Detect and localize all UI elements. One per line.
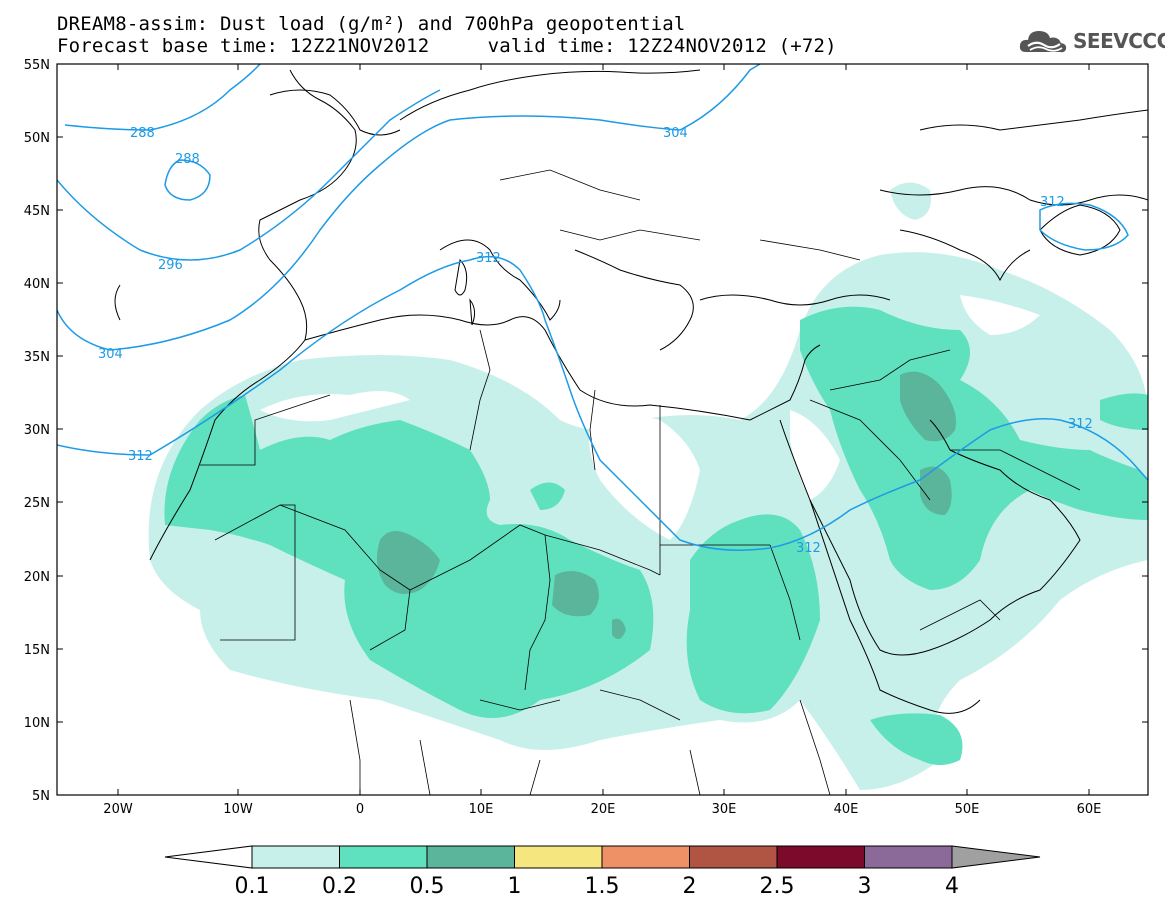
lat-label: 5N — [32, 789, 50, 804]
lat-label: 50N — [24, 131, 50, 146]
contour-label: 312 — [476, 251, 501, 266]
lat-label: 40N — [24, 277, 50, 292]
contour-label: 312 — [128, 449, 153, 464]
contour-label: 312 — [1068, 417, 1093, 432]
country-borders — [200, 169, 1081, 795]
lat-label: 35N — [24, 350, 50, 365]
lon-label: 0 — [356, 802, 364, 817]
lon-axis — [117, 64, 1090, 795]
lon-label: 40E — [834, 802, 859, 817]
contour-label: 288 — [130, 126, 155, 141]
lon-label: 20E — [591, 802, 616, 817]
cloud-icon — [1019, 31, 1067, 53]
contour-label: 304 — [663, 126, 688, 141]
lon-label: 60E — [1077, 802, 1102, 817]
lat-label: 20N — [24, 570, 50, 585]
lat-label: 45N — [24, 204, 50, 219]
map-title: DREAM8-assim: Dust load (g/m²) and 700hP… — [57, 13, 686, 35]
lon-label: 50E — [955, 802, 980, 817]
lon-label: 20W — [103, 802, 133, 817]
forecast-time-line: Forecast base time: 12Z21NOV2012 valid t… — [57, 35, 837, 57]
lat-labels: 55N 50N 45N 40N 35N 30N 25N 20N 15N 10N … — [24, 58, 50, 804]
lat-label: 30N — [24, 423, 50, 438]
coastlines — [114, 69, 1148, 714]
lat-label: 10N — [24, 716, 50, 731]
lon-label: 10W — [223, 802, 253, 817]
geopotential-contours — [57, 64, 1148, 551]
lon-label: 10E — [469, 802, 494, 817]
lon-labels: 20W 10W 0 10E 20E 30E 40E 50E 60E — [103, 802, 1101, 817]
dust-free-gaps — [260, 295, 1040, 540]
lat-axis — [57, 63, 1148, 796]
contour-label: 288 — [175, 152, 200, 167]
lat-label: 25N — [24, 496, 50, 511]
contour-label: 296 — [158, 258, 183, 273]
lon-label: 30E — [712, 802, 737, 817]
contour-labels: 288 288 296 304 304 312 312 312 312 312 — [98, 126, 1093, 556]
lat-label: 15N — [24, 643, 50, 658]
lat-label: 55N — [24, 58, 50, 73]
contour-label: 312 — [796, 541, 821, 556]
contour-label: 312 — [1040, 195, 1065, 210]
seevccc-logo: SEEVCCC — [1018, 26, 1165, 56]
contour-label: 304 — [98, 347, 123, 362]
logo-text: SEEVCCC — [1073, 29, 1165, 53]
